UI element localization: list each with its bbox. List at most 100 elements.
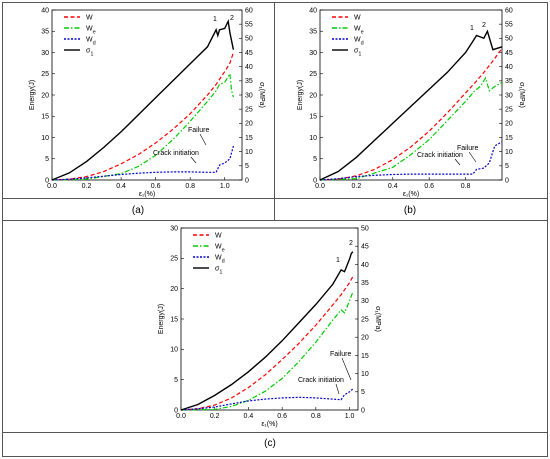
legend-label-subscript: e bbox=[361, 30, 364, 36]
y-right-axis-title: σ₁(MPa) bbox=[258, 82, 265, 108]
y-right-tick-label: 55 bbox=[245, 22, 253, 29]
y-left-tick-label: 25 bbox=[309, 71, 317, 78]
legend-label-Wd: Wd bbox=[215, 255, 225, 265]
annotation-point-1: 1 bbox=[470, 25, 474, 32]
y-right-tick-label: 10 bbox=[361, 371, 369, 378]
y-left-tick-label: 20 bbox=[170, 286, 178, 293]
y-left-tick-label: 30 bbox=[309, 50, 317, 57]
y-right-tick-label: 25 bbox=[245, 107, 253, 114]
chart-panel-2: 0.0 0.2 0.4 0.6 0.8 0 5 10 15 20 25 30 35 40 0 5 10 15 20 2… bbox=[297, 7, 525, 216]
y-right-tick-label: 40 bbox=[245, 64, 253, 71]
y-right-tick-label: 15 bbox=[505, 135, 513, 142]
x-tick-label: 0.2 bbox=[210, 413, 220, 420]
series-line-Wd bbox=[180, 388, 354, 411]
y-left-tick-label: 35 bbox=[309, 29, 317, 36]
legend-label-W: W bbox=[215, 233, 222, 240]
y-right-tick-label: 20 bbox=[245, 121, 253, 128]
legend-label-σ1: σ1 bbox=[86, 48, 93, 58]
y-right-tick-label: 35 bbox=[361, 280, 369, 287]
series-line-We bbox=[319, 76, 503, 181]
legend-label-subscript: d bbox=[361, 41, 364, 47]
y-right-tick-label: 50 bbox=[505, 36, 513, 43]
annotation-point-2: 2 bbox=[230, 15, 234, 22]
y-left-tick-label: 5 bbox=[45, 156, 49, 163]
y-left-tick-label: 40 bbox=[41, 7, 49, 14]
y-left-tick-label: 5 bbox=[174, 377, 178, 384]
x-axis-title: ε₁(%) bbox=[139, 191, 155, 198]
series-line-W bbox=[180, 276, 354, 411]
y-right-tick-label: 55 bbox=[505, 22, 513, 29]
y-right-tick-label: 30 bbox=[245, 92, 253, 99]
panel-label: (a) bbox=[132, 205, 144, 216]
annotation-crack-arrow bbox=[190, 156, 197, 164]
frame-bottom bbox=[2, 220, 548, 457]
annotation-crack-initiation: Crack initiation bbox=[417, 152, 463, 159]
y-left-axis-title: Energy(J) bbox=[297, 80, 304, 110]
legend-label-We: We bbox=[354, 26, 364, 36]
series-line-σ1 bbox=[180, 251, 354, 411]
y-right-tick-label: 50 bbox=[245, 36, 253, 43]
legend-label-subscript: e bbox=[222, 248, 225, 254]
y-right-tick-label: 60 bbox=[245, 7, 253, 14]
annotation-point-1: 1 bbox=[213, 16, 217, 23]
panel-label: (c) bbox=[264, 438, 276, 449]
y-left-axis-title: Energy(J) bbox=[158, 304, 165, 334]
x-tick-label: 0.2 bbox=[352, 183, 362, 190]
annotation-point-2: 2 bbox=[482, 22, 486, 29]
y-left-tick-label: 30 bbox=[170, 225, 178, 232]
legend-label-We: We bbox=[86, 26, 96, 36]
y-right-axis-title: σ₁(MPa) bbox=[374, 306, 381, 332]
legend-label-W: W bbox=[354, 15, 361, 22]
y-right-tick-label: 50 bbox=[361, 225, 369, 232]
y-left-tick-label: 30 bbox=[41, 50, 49, 57]
y-right-tick-label: 10 bbox=[505, 149, 513, 156]
x-tick-label: 0.4 bbox=[388, 183, 398, 190]
legend-label-W: W bbox=[86, 15, 93, 22]
x-tick-label: 1.0 bbox=[220, 183, 230, 190]
series-line-We bbox=[51, 71, 234, 181]
y-right-tick-label: 30 bbox=[361, 298, 369, 305]
y-right-tick-label: 40 bbox=[505, 64, 513, 71]
x-tick-label: 0.8 bbox=[185, 183, 195, 190]
annotation-crack-arrow bbox=[454, 158, 461, 166]
y-left-tick-label: 20 bbox=[309, 92, 317, 99]
y-right-tick-label: 20 bbox=[505, 121, 513, 128]
y-right-tick-label: 20 bbox=[361, 335, 369, 342]
y-left-tick-label: 10 bbox=[41, 135, 49, 142]
y-left-axis-title: Energy(J) bbox=[29, 80, 36, 110]
y-left-tick-label: 10 bbox=[309, 135, 317, 142]
legend-label-σ1: σ1 bbox=[215, 266, 222, 276]
x-tick-label: 0.6 bbox=[277, 413, 287, 420]
y-right-tick-label: 5 bbox=[245, 163, 249, 170]
y-right-tick-label: 45 bbox=[245, 50, 253, 57]
x-tick-label: 1.0 bbox=[345, 413, 355, 420]
annotation-crack-arrow bbox=[335, 383, 340, 395]
annotation-failure: Failure bbox=[457, 145, 479, 152]
y-right-tick-label: 0 bbox=[505, 177, 509, 184]
y-left-tick-label: 40 bbox=[309, 7, 317, 14]
y-left-tick-label: 5 bbox=[313, 156, 317, 163]
y-right-tick-label: 0 bbox=[245, 177, 249, 184]
y-left-tick-label: 0 bbox=[174, 407, 178, 414]
panel-label: (b) bbox=[404, 205, 416, 216]
series-line-W bbox=[51, 52, 234, 181]
chart-panel-1: 0.0 0.2 0.4 0.6 0.8 1.00510152025303540051015… bbox=[29, 7, 265, 216]
y-right-tick-label: 60 bbox=[505, 7, 513, 14]
x-tick-label: 0.6 bbox=[151, 183, 161, 190]
y-right-tick-label: 25 bbox=[361, 316, 369, 323]
y-right-tick-label: 5 bbox=[361, 389, 365, 396]
y-right-axis-title: σ₁(MPa) bbox=[518, 82, 525, 108]
x-tick-label: 0.4 bbox=[116, 183, 126, 190]
y-left-tick-label: 10 bbox=[170, 347, 178, 354]
y-left-tick-label: 35 bbox=[41, 29, 49, 36]
annotation-crack-initiation: Crack initiation bbox=[153, 150, 199, 157]
series-line-We bbox=[180, 291, 354, 411]
y-right-tick-label: 30 bbox=[505, 92, 513, 99]
x-tick-label: 0.8 bbox=[311, 413, 321, 420]
legend-label-Wd: Wd bbox=[354, 37, 364, 47]
y-right-tick-label: 0 bbox=[361, 407, 365, 414]
series-line-σ1 bbox=[51, 18, 235, 181]
x-tick-label: 0.2 bbox=[82, 183, 92, 190]
legend-label-subscript: 1 bbox=[358, 52, 361, 58]
legend-label-We: We bbox=[215, 244, 225, 254]
